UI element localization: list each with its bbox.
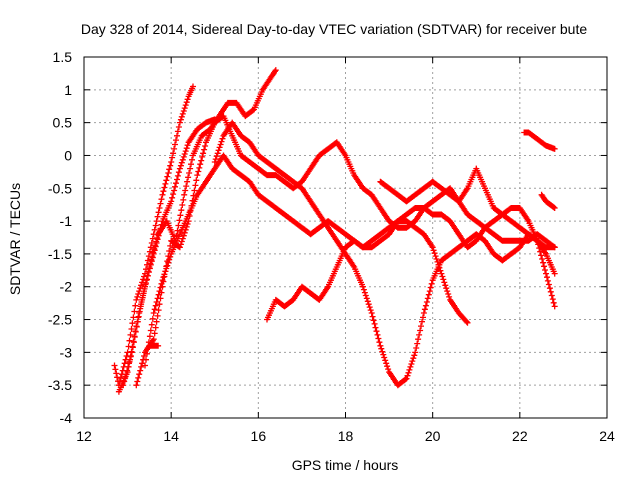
y-tick-label: -1.5 [48,246,72,262]
series-8-markers [264,218,471,326]
series-11 [538,191,558,211]
x-tick-label: 12 [76,428,92,444]
x-tick-label: 18 [338,428,354,444]
y-tick-label: 0.5 [53,115,73,131]
series-9 [377,165,558,251]
series-6 [146,342,162,349]
y-tick-label: 0 [64,147,72,163]
y-tick-label: 1 [64,82,72,98]
x-axis-title: GPS time / hours [292,457,399,473]
series-9-markers [377,165,558,251]
series-1 [111,83,196,389]
series-7-markers [211,119,558,389]
y-tick-label: -2 [60,279,73,295]
series-3 [120,67,279,389]
series-3-markers [120,67,279,389]
chart-title: Day 328 of 2014, Sidereal Day-to-day VTE… [81,21,588,37]
x-tick-label: 20 [425,428,441,444]
y-tick-label: -4 [60,410,73,426]
y-tick-label: -3 [60,344,73,360]
data-marks [111,67,558,395]
series-6-markers [146,342,162,349]
x-tick-label: 16 [251,428,267,444]
y-tick-label: 1.5 [53,49,73,65]
series-8 [264,218,471,326]
y-tick-label: -3.5 [48,377,72,393]
y-tick-label: -0.5 [48,180,72,196]
series-7 [211,119,558,389]
x-tick-label: 14 [163,428,179,444]
y-axis-title: SDTVAR / TECUs [7,183,23,295]
series-11-markers [538,191,558,211]
axes: 12 14 16 18 20 22 24 1.5 1 0.5 0 -0.5 -1 -1.5 -2 -2.5 -3… [48,49,615,444]
series-1-markers [111,83,196,389]
y-tick-label: -1 [60,213,73,229]
x-tick-label: 22 [512,428,528,444]
series-10-markers [521,129,558,152]
x-tick-label: 24 [599,428,615,444]
series-10 [521,129,558,152]
y-tick-label: -2.5 [48,312,72,328]
